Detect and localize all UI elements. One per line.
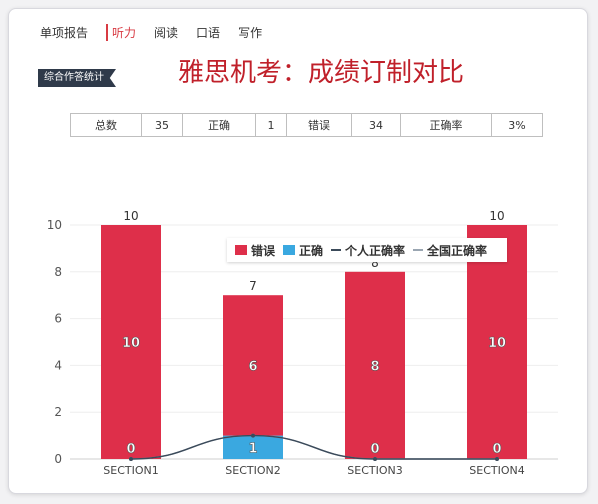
data-label-total-1: 10 [123,209,138,223]
y-tick-label-0: 0 [54,452,62,466]
data-label-correct-2: 1 [248,441,257,456]
bar-wrong-4 [467,225,527,459]
legend-item-wrong[interactable]: 错误 [235,242,275,259]
legend-item-national[interactable]: 全国正确率 [413,242,487,259]
bar-wrong-1 [101,225,161,459]
line-personal-point-2 [251,433,255,438]
legend-item-right[interactable]: 正确 [283,242,323,259]
bar-correct-2 [223,435,283,459]
report-tabs: 单项报告 听力 阅读 口语 写作 [40,22,280,42]
tab-writing[interactable]: 写作 [238,25,263,40]
y-tick-label-3: 6 [54,312,62,326]
bar-wrong-2 [223,295,283,436]
legend-label-personal: 个人正确率 [345,243,406,258]
y-tick-label-4: 8 [54,265,62,279]
data-label-correct-3: 0 [370,442,379,457]
chart-legend: 错误 正确 个人正确率 全国正确率 [227,238,507,262]
line-personal [130,434,497,460]
tab-listening[interactable]: 听力 [106,23,136,41]
legend-line-national [413,249,424,251]
data-label-total-3: 8 [371,256,379,270]
legend-item-personal[interactable]: 个人正确率 [331,242,405,259]
data-label-total-4: 10 [489,209,504,223]
stats-table: 总数 35 正确 1 错误 34 正确率 3% [70,113,543,137]
legend-label-wrong: 错误 [251,243,276,258]
data-label-wrong-4: 10 [488,336,506,351]
data-label-correct-4: 0 [492,442,501,457]
y-tick-label-1: 2 [54,405,62,419]
legend-label-right: 正确 [299,243,324,258]
y-tick-label-2: 4 [54,358,62,372]
x-tick-label-2: SECTION2 [225,464,280,477]
legend-label-national: 全国正确率 [427,243,488,258]
data-label-total-2: 7 [249,279,257,293]
line-personal-point-4 [495,457,499,461]
legend-line-personal [331,249,342,251]
x-tick-label-4: SECTION4 [469,464,524,477]
tab-single-report[interactable]: 单项报告 [40,25,89,40]
x-tick-label-1: SECTION1 [103,464,158,477]
stat-wrong-label: 错误 [286,113,352,137]
headline-title: 雅思机考：成绩订制对比 [178,58,465,88]
data-label-correct-1: 0 [126,442,135,457]
stat-wrong-value: 34 [351,113,401,137]
line-personal-point-3 [373,457,377,461]
x-tick-label-3: SECTION3 [347,464,402,477]
bar-wrong-3 [345,271,405,459]
stat-total-label: 总数 [70,113,142,137]
data-label-wrong-2: 6 [248,359,257,374]
legend-swatch-right [283,245,296,255]
stat-rate-value: 3% [491,113,543,137]
stats-row: 总数 35 正确 1 错误 34 正确率 3% [70,113,543,137]
summary-tag: 综合作答统计 [38,69,116,87]
data-label-wrong-3: 8 [370,359,379,374]
tab-reading[interactable]: 阅读 [154,25,179,40]
legend-swatch-wrong [235,245,247,255]
line-personal-point-1 [129,457,133,461]
data-label-wrong-1: 10 [122,336,140,351]
tab-speaking[interactable]: 口语 [196,25,221,40]
stat-rate-label: 正确率 [400,113,492,137]
y-tick-label-5: 10 [47,218,62,232]
